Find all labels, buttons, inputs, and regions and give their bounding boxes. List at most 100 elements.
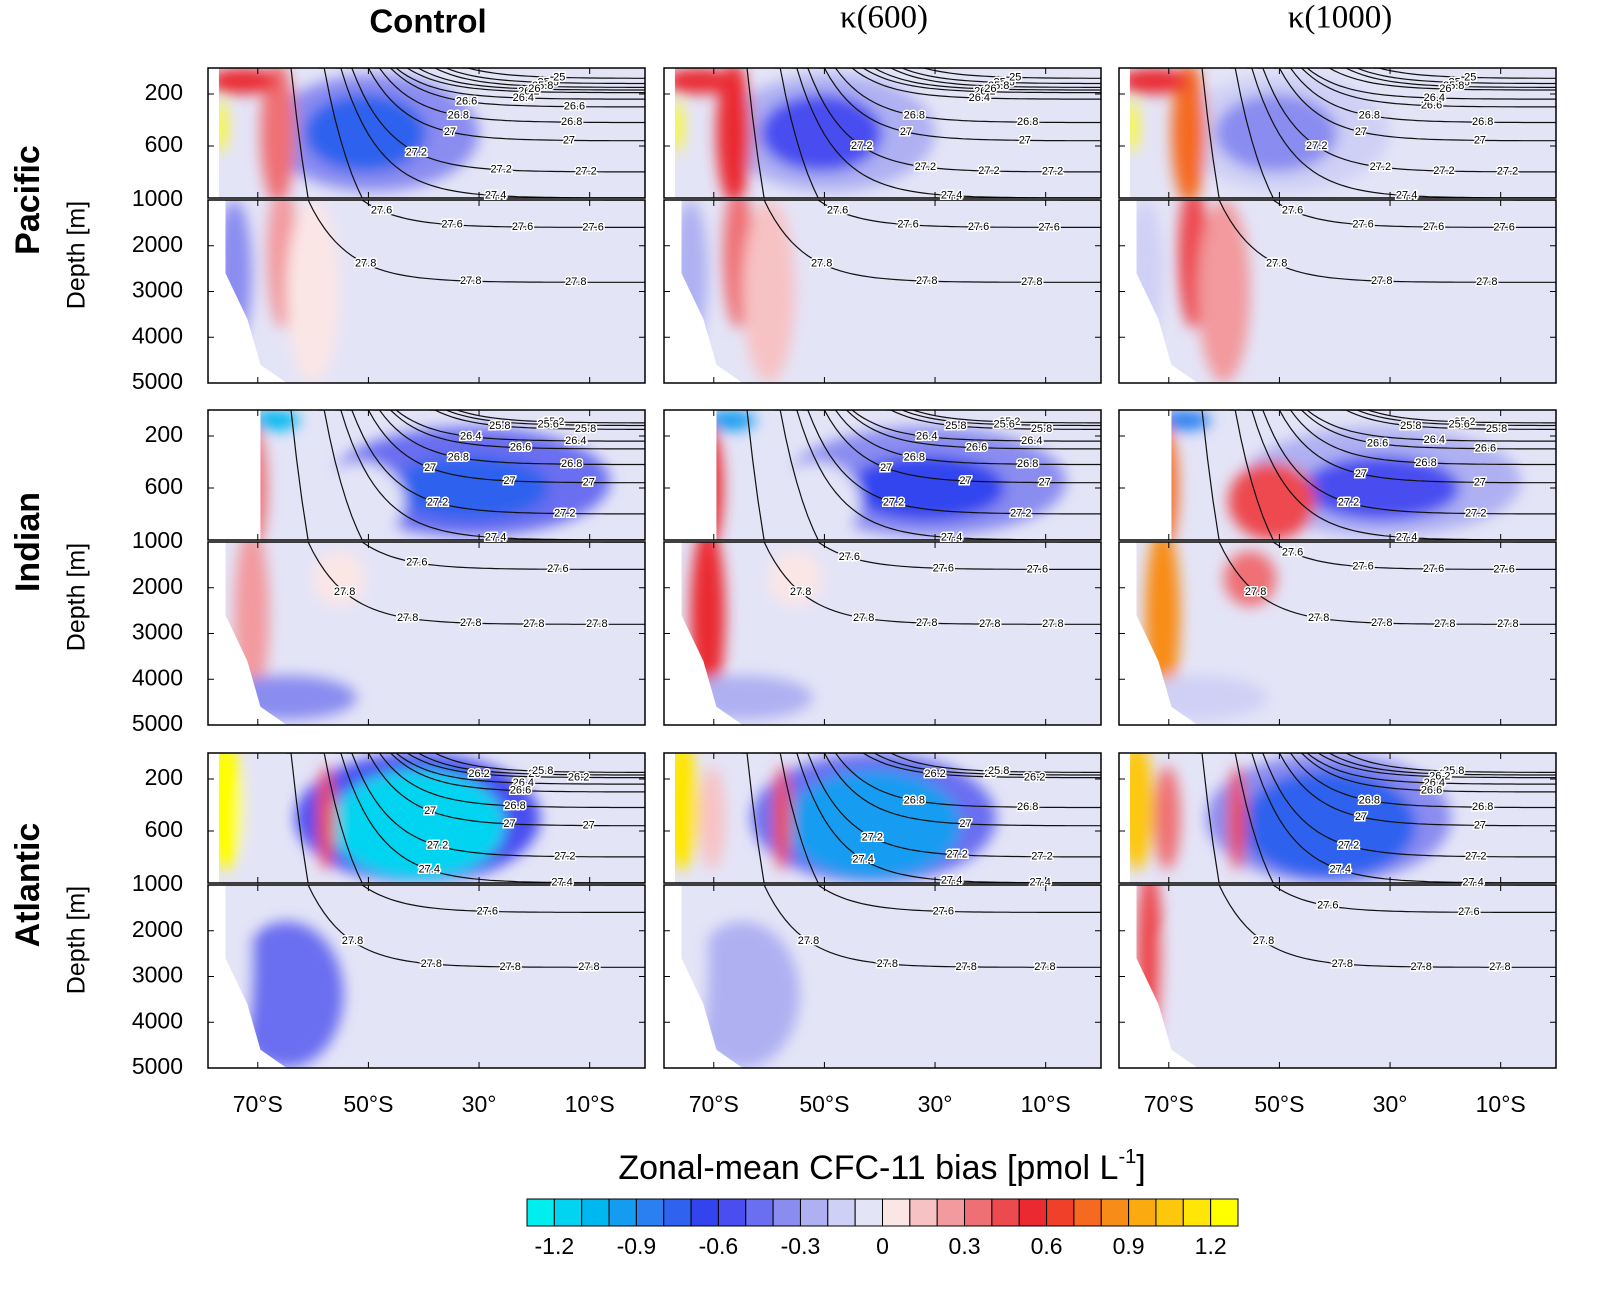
field [208, 68, 645, 198]
contour-label: 27.6 [406, 557, 427, 569]
contour-label: 27.2 [575, 166, 596, 178]
field-blob [847, 455, 1005, 521]
contour-line [429, 753, 645, 774]
land-mask [1119, 753, 1130, 883]
field-blob [773, 462, 861, 540]
contour-line [1323, 753, 1556, 776]
field-blob [312, 551, 366, 607]
contour-label: 27 [503, 475, 515, 487]
contour-label: 27.2 [427, 840, 448, 852]
contour-label: 27.8 [421, 958, 442, 970]
contour-label: 26.4 [513, 92, 534, 104]
contour-label: 27.8 [1332, 958, 1353, 970]
colorbar-box [1018, 1198, 1048, 1227]
field-blob [786, 769, 962, 880]
field-blob [317, 766, 335, 870]
panel-frame [207, 67, 646, 199]
field-blob [317, 462, 405, 540]
contour-label: 27.8 [1245, 586, 1266, 598]
panel-frame [1118, 67, 1557, 199]
contour-label: 26.4 [513, 777, 534, 789]
contour-label: 25.8 [945, 420, 966, 432]
contour-line [763, 885, 1101, 968]
contour-label: 25.6 [537, 76, 558, 88]
row-title: Pacific [9, 145, 47, 255]
contour-label: 27.8 [342, 935, 363, 947]
contour-line [1273, 410, 1556, 484]
contour-label: 27.2 [1338, 497, 1359, 509]
contour-label: 27.8 [979, 618, 1000, 630]
contour-line [307, 885, 645, 968]
contour-line [896, 68, 1101, 85]
contour-label: 27 [503, 818, 515, 830]
contour-label: 27.4 [1029, 877, 1050, 889]
field-blob [1153, 766, 1181, 870]
contour-label: 26 [1439, 768, 1451, 780]
contour-label: 26.4 [460, 431, 481, 443]
contour-label: 27.6 [933, 562, 954, 574]
colorbar-title-end: ] [1136, 1149, 1145, 1187]
contour-label: 26.8 [1017, 801, 1038, 813]
x-tick-label: 50°S [1254, 1091, 1304, 1117]
field [208, 753, 645, 883]
field-blob [1228, 766, 1246, 870]
contour-line [362, 410, 645, 484]
contour-label: 27.8 [1434, 618, 1455, 630]
panel-frame [1118, 409, 1557, 541]
contour-label: 27 [583, 476, 595, 488]
contour-label: 27.4 [941, 875, 962, 887]
contour-label: 26.8 [1472, 116, 1493, 128]
contour-label: 27.6 [1282, 205, 1303, 217]
contour-label: 27.2 [1042, 166, 1063, 178]
contour-label: 27.6 [1038, 221, 1059, 233]
contour-label: 27.6 [1352, 561, 1373, 573]
y-tick-label: 2000 [132, 916, 183, 942]
x-tick-label: 70°S [233, 1091, 283, 1117]
contour-line [1301, 68, 1556, 100]
contour-label: 27.8 [1308, 612, 1329, 624]
contour-label: 26.4 [1021, 435, 1042, 447]
contour-label: 25.8 [532, 80, 553, 92]
contour-line [1273, 68, 1556, 142]
contour-label: 27 [1355, 811, 1367, 823]
field-blob [1197, 200, 1251, 383]
contour-label: 26.4 [916, 431, 937, 443]
contour-label: 25.8 [575, 423, 596, 435]
contour-label: 27.6 [441, 219, 462, 231]
contour-label: 26.4 [1424, 434, 1445, 446]
colorbar-box [1046, 1198, 1075, 1227]
contour-label: 27.6 [1352, 219, 1373, 231]
contour-line [1257, 68, 1556, 173]
contour-label: 26 [1439, 83, 1451, 95]
contour-line [1218, 542, 1556, 625]
contour-line [763, 542, 1101, 625]
contour-line [429, 410, 645, 430]
contour-label: 25 [553, 71, 565, 83]
contour-label: 27.2 [1031, 851, 1052, 863]
contour-line [361, 542, 645, 571]
field [664, 68, 1101, 198]
contour-label: 26 [984, 83, 996, 95]
contour-label: 27 [444, 126, 456, 138]
field [208, 200, 645, 383]
colorbar-box [1073, 1198, 1102, 1227]
contour-label: 26.8 [1415, 457, 1436, 469]
contour-line [362, 753, 645, 827]
colorbar-tick-label: 0.3 [949, 1233, 981, 1259]
colorbar-box [1155, 1198, 1184, 1227]
contour-label: 27.8 [586, 618, 607, 630]
contour-label: 25.8 [988, 80, 1009, 92]
contour-label: 26.8 [561, 116, 582, 128]
x-tick-label: 30° [1373, 1091, 1408, 1117]
contour-label: 25.2 [1454, 416, 1475, 428]
contour-line [1272, 542, 1556, 571]
field [664, 410, 1101, 540]
contour-label: 27 [1039, 476, 1051, 488]
panel-frame [1118, 752, 1557, 884]
contour-line [401, 753, 645, 779]
y-axis-label: Depth [m] [63, 201, 91, 309]
contour-label: 27.8 [460, 617, 481, 629]
y-tick-label: 600 [145, 816, 183, 842]
land-mask [1119, 68, 1130, 198]
land-mask [1119, 200, 1198, 383]
